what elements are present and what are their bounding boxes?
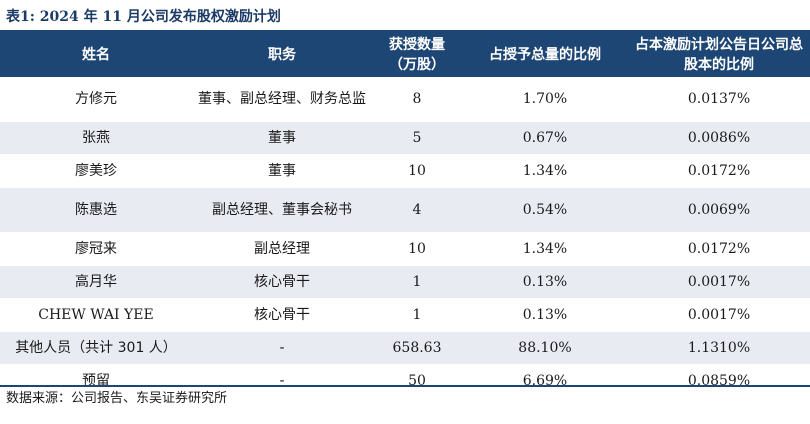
table-row: 廖美珍 董事 10 1.34% 0.0172% [0,154,810,188]
cell-ratio-grant: 0.13% [462,298,628,332]
table-row: 高月华 核心骨干 1 0.13% 0.0017% [0,265,810,299]
header-position: 职务 [192,33,372,77]
cell-ratio-total: 0.0017% [628,298,810,332]
cell-name: 预留 [0,364,192,398]
cell-ratio-grant: 0.67% [462,121,628,155]
cell-shares: 1 [372,265,462,299]
cell-ratio-grant: 1.34% [462,232,628,266]
cell-ratio-grant: 0.54% [462,187,628,233]
cell-position: 董事 [192,154,372,188]
cell-position: 副总经理 [192,232,372,266]
table-caption: 表1: 2024 年 11 月公司发布股权激励计划 [6,9,281,25]
cell-ratio-total: 0.0137% [628,77,810,122]
cell-shares: 10 [372,232,462,266]
table-row: 方修元 董事、副总经理、财务总监 8 1.70% 0.0137% [0,77,810,122]
cell-shares: 1 [372,298,462,332]
cell-shares: 10 [372,154,462,188]
cell-name: 廖美珍 [0,154,192,188]
cell-ratio-total: 0.0086% [628,121,810,155]
table-row: CHEW WAI YEE 核心骨干 1 0.13% 0.0017% [0,298,810,332]
header-ratio-total: 占本激励计划公告日公司总股本的比例 [628,33,810,77]
table-row: 廖冠来 副总经理 10 1.34% 0.0172% [0,232,810,266]
cell-name: 廖冠来 [0,232,192,266]
cell-position: 董事 [192,121,372,155]
cell-ratio-grant: 1.34% [462,154,628,188]
header-shares: 获授数量（万股） [372,33,462,77]
header-ratio-grant: 占授予总量的比例 [462,33,628,77]
cell-position: - [192,331,372,365]
table-header-row: 姓名 职务 获授数量（万股） 占授予总量的比例 占本激励计划公告日公司总股本的比… [0,33,810,77]
table-row: 陈惠选 副总经理、董事会秘书 4 0.54% 0.0069% [0,187,810,233]
cell-ratio-total: 0.0172% [628,154,810,188]
cell-ratio-total: 0.0017% [628,265,810,299]
cell-name: 张燕 [0,121,192,155]
cell-ratio-total: 0.0069% [628,187,810,233]
cell-ratio-grant: 6.69% [462,364,628,398]
cell-name: 高月华 [0,265,192,299]
bottom-rule [0,385,810,387]
cell-position: 董事、副总经理、财务总监 [192,77,372,122]
table-row: 其他人员（共计 301 人） - 658.63 88.10% 1.1310% [0,331,810,365]
top-rule [0,30,810,33]
cell-shares: 5 [372,121,462,155]
cell-position: 核心骨干 [192,298,372,332]
cell-ratio-grant: 88.10% [462,331,628,365]
cell-position: 核心骨干 [192,265,372,299]
cell-shares: 50 [372,364,462,398]
cell-ratio-total: 0.0172% [628,232,810,266]
source-note: 数据来源：公司报告、东吴证券研究所 [6,391,228,406]
cell-ratio-total: 0.0859% [628,364,810,398]
equity-incentive-table: 姓名 职务 获授数量（万股） 占授予总量的比例 占本激励计划公告日公司总股本的比… [0,33,810,398]
cell-shares: 4 [372,187,462,233]
cell-shares: 8 [372,77,462,122]
cell-ratio-grant: 0.13% [462,265,628,299]
cell-shares: 658.63 [372,331,462,365]
cell-ratio-total: 1.1310% [628,331,810,365]
cell-position: 副总经理、董事会秘书 [192,187,372,233]
cell-name: 方修元 [0,77,192,122]
cell-name: CHEW WAI YEE [0,298,192,332]
table-row: 张燕 董事 5 0.67% 0.0086% [0,121,810,155]
cell-ratio-grant: 1.70% [462,77,628,122]
cell-position: - [192,364,372,398]
header-name: 姓名 [0,33,192,77]
cell-name: 陈惠选 [0,187,192,233]
cell-name: 其他人员（共计 301 人） [0,331,192,365]
